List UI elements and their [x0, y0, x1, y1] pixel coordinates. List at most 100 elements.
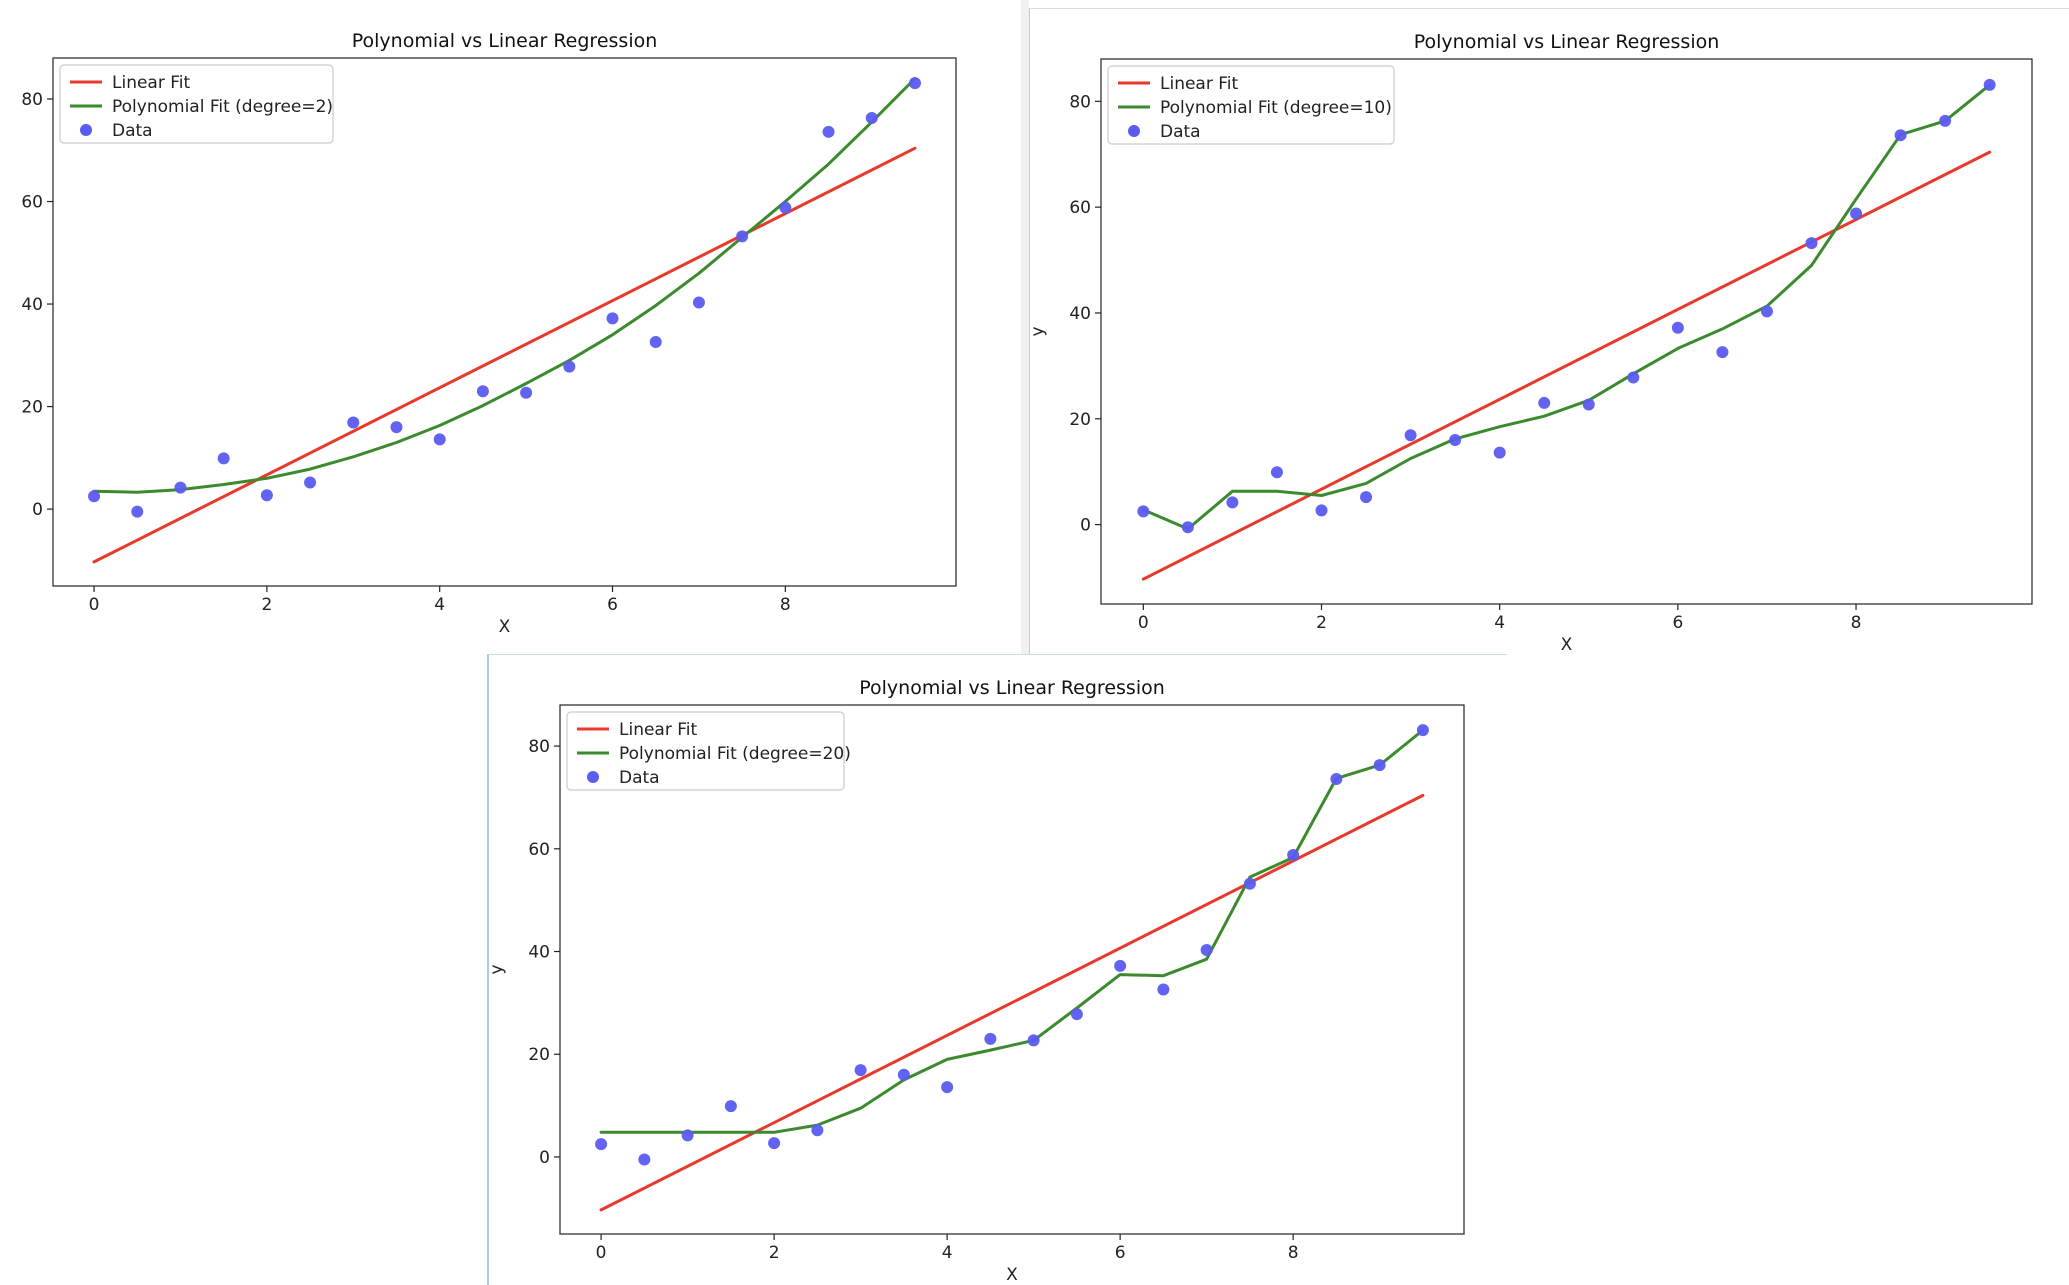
legend-entry: Data	[1160, 122, 1201, 142]
legend-entry: Polynomial Fit (degree=10)	[1160, 98, 1392, 118]
y-tick-label: 0	[1080, 516, 1091, 536]
chart-title: Polynomial vs Linear Regression	[352, 30, 658, 52]
axes-frame	[52, 57, 957, 587]
data-point	[1983, 78, 1996, 91]
x-tick-label: 4	[942, 1243, 953, 1263]
data-point	[724, 1100, 737, 1113]
data-point	[1538, 396, 1551, 409]
x-tick-label: 4	[1494, 613, 1505, 633]
data-point	[897, 1068, 910, 1081]
data-point	[1200, 943, 1213, 956]
data-point	[563, 360, 576, 373]
x-axis-label: X	[499, 617, 511, 637]
legend-swatch-data	[80, 124, 92, 136]
axes-frame	[1100, 58, 2033, 605]
data-point	[768, 1137, 781, 1150]
x-tick-label: 4	[434, 595, 445, 615]
data-point	[908, 77, 921, 90]
chart-title: Polynomial vs Linear Regression	[859, 677, 1165, 699]
legend-swatch-data	[587, 771, 599, 783]
x-tick-label: 8	[780, 595, 791, 615]
x-axis-label: X	[1561, 635, 1573, 655]
data-point	[1114, 959, 1127, 972]
data-point	[1493, 446, 1506, 459]
data-point	[606, 312, 619, 325]
linear-fit-line	[92, 146, 917, 564]
x-tick-label: 6	[1672, 613, 1683, 633]
data-point	[1894, 129, 1907, 142]
y-tick-label: 60	[528, 840, 550, 860]
y-tick-label: 40	[528, 943, 550, 963]
data-point	[433, 433, 446, 446]
data-point	[1287, 848, 1300, 861]
y-tick-label: 20	[1069, 410, 1091, 430]
y-tick-label: 80	[21, 90, 43, 110]
y-tick-label: 40	[1069, 304, 1091, 324]
data-point	[1226, 496, 1239, 509]
data-point	[1315, 504, 1328, 517]
data-point	[736, 230, 749, 243]
data-point	[1449, 433, 1462, 446]
y-tick-label: 0	[539, 1148, 550, 1168]
x-tick-label: 0	[89, 595, 100, 615]
legend: Linear Fit Polynomial Fit (degree=20) Data	[566, 711, 851, 791]
background-gap	[1021, 0, 1029, 660]
data-point	[1416, 724, 1429, 737]
data-point	[260, 489, 273, 502]
data-point	[1716, 346, 1729, 359]
data-point	[304, 476, 317, 489]
legend-entry: Linear Fit	[619, 720, 698, 740]
x-tick-label: 8	[1288, 1243, 1299, 1263]
data-point	[1671, 321, 1684, 334]
y-tick-label: 40	[21, 295, 43, 315]
data-point	[638, 1153, 651, 1166]
data-point	[174, 481, 187, 494]
x-tick-label: 2	[769, 1243, 780, 1263]
data-point	[1027, 1034, 1040, 1047]
data-point	[692, 296, 705, 309]
data-point	[1582, 398, 1595, 411]
data-point	[1627, 371, 1640, 384]
data-point	[941, 1081, 954, 1094]
legend-entry: Linear Fit	[112, 73, 191, 93]
y-tick-label: 60	[21, 193, 43, 213]
legend-box	[1107, 65, 1395, 145]
plot-window-degree-2[interactable]: Polynomial vs Linear Regression 0 2 4 6 8 0 20 4…	[0, 0, 1021, 647]
data-point	[476, 385, 489, 398]
data-point	[1760, 305, 1773, 318]
x-axis-label: X	[1006, 1265, 1018, 1285]
y-axis-label: y	[1030, 326, 1048, 336]
chart-degree-10: Polynomial vs Linear Regression 0 2 4 6 80 20 4…	[1030, 31, 2033, 655]
plot-window-degree-20[interactable]: Polynomial vs Linear Regression 0 2 4 6 8 0 20 4…	[487, 654, 1507, 1285]
data-point	[217, 452, 230, 465]
data-point	[1330, 772, 1343, 785]
data-point	[1137, 505, 1150, 518]
plot-window-degree-10[interactable]: Polynomial vs Linear Regression 0 2 4 6 8 0 20 4…	[1029, 8, 2069, 656]
chart-title: Polynomial vs Linear Regression	[1414, 31, 1720, 53]
data-point	[1939, 114, 1952, 127]
data-point	[347, 416, 360, 429]
polynomial-fit-line	[92, 77, 917, 494]
data-point	[811, 1124, 824, 1137]
y-tick-label: 0	[32, 500, 43, 520]
legend: Linear Fit Polynomial Fit (degree=2) Data	[59, 64, 334, 144]
data-point	[390, 421, 403, 434]
x-tick-label: 6	[607, 595, 618, 615]
data-point	[88, 490, 101, 503]
legend-entry: Linear Fit	[1160, 74, 1239, 94]
data-point	[1404, 429, 1417, 442]
data-point	[779, 201, 792, 214]
y-tick-label: 60	[1069, 198, 1091, 218]
x-tick-label: 2	[1316, 613, 1327, 633]
data-point	[1360, 491, 1373, 504]
x-tick-label: 0	[596, 1243, 607, 1263]
y-tick-label: 20	[528, 1045, 550, 1065]
y-axis-label: y	[489, 964, 507, 974]
y-tick-label: 80	[1069, 92, 1091, 112]
polynomial-fit-line	[599, 728, 1425, 1134]
data-point	[595, 1138, 608, 1151]
data-point	[1243, 877, 1256, 890]
data-point	[1270, 466, 1283, 479]
axes-frame	[559, 704, 1465, 1235]
